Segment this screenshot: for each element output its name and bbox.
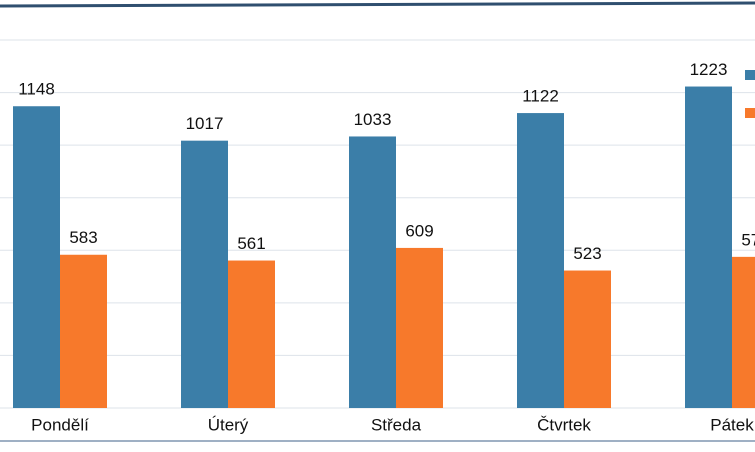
x-tick-label: Pondělí	[31, 415, 89, 434]
value-label: 1122	[522, 87, 559, 106]
bar	[13, 106, 60, 409]
x-tick-label: Středa	[371, 415, 422, 434]
x-tick-label: Pátek	[710, 415, 754, 434]
bar	[181, 140, 228, 408]
bar	[564, 270, 611, 408]
value-label: 1223	[690, 60, 728, 79]
legend-swatch	[745, 70, 755, 80]
plot-area: Pondělí 1148 583 Úterý 1017 561 Středa 1033 609 Č…	[0, 39, 755, 434]
bar	[685, 86, 732, 409]
value-label: 561	[237, 234, 265, 253]
value-label: 523	[573, 244, 601, 263]
value-label: 1148	[18, 80, 55, 99]
value-label: 1017	[186, 114, 224, 133]
value-label: 609	[405, 221, 433, 240]
x-tick-label: Čtvrtek	[537, 415, 591, 434]
value-label: 575	[741, 230, 755, 249]
bar	[349, 136, 396, 408]
bar	[396, 247, 443, 408]
bar	[60, 254, 107, 408]
x-tick-label: Úterý	[208, 415, 249, 434]
bar	[228, 260, 275, 408]
value-label: 1033	[354, 110, 392, 129]
bar	[732, 256, 755, 408]
frame-top	[0, 1, 755, 8]
bar	[517, 113, 564, 409]
value-label: 583	[69, 228, 97, 247]
legend-swatch	[745, 108, 755, 118]
